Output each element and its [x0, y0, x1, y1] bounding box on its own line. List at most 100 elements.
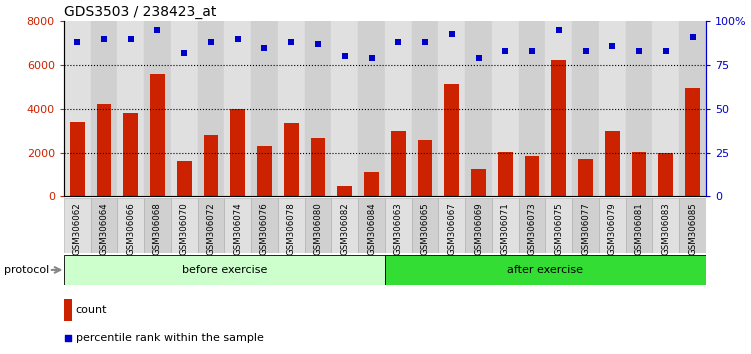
Point	[553, 27, 565, 33]
Bar	[498, 152, 513, 196]
Point	[606, 43, 618, 48]
Point	[98, 36, 110, 42]
Text: GSM306072: GSM306072	[207, 202, 216, 255]
Text: GSM306085: GSM306085	[688, 202, 697, 255]
Bar	[545, 198, 572, 253]
Text: GSM306063: GSM306063	[394, 202, 403, 255]
Bar	[251, 21, 278, 196]
Bar	[364, 172, 379, 196]
Point	[312, 41, 324, 47]
Bar	[251, 198, 278, 253]
Text: GSM306067: GSM306067	[448, 202, 457, 255]
Bar	[439, 198, 465, 253]
Bar	[659, 153, 673, 196]
Bar	[311, 138, 325, 196]
Text: GSM306064: GSM306064	[99, 202, 108, 255]
Bar	[653, 198, 679, 253]
Bar	[331, 198, 358, 253]
Bar	[412, 21, 439, 196]
Bar	[198, 198, 225, 253]
Bar	[117, 21, 144, 196]
Bar	[144, 21, 170, 196]
Point	[526, 48, 538, 54]
Bar	[70, 122, 85, 196]
Bar	[385, 255, 706, 285]
Text: GSM306083: GSM306083	[662, 202, 671, 255]
Bar	[64, 299, 72, 321]
Text: GSM306077: GSM306077	[581, 202, 590, 255]
Bar	[599, 198, 626, 253]
Bar	[439, 21, 465, 196]
Bar	[123, 113, 138, 196]
Point	[71, 39, 83, 45]
Bar	[572, 198, 599, 253]
Bar	[605, 131, 620, 196]
Text: GSM306073: GSM306073	[527, 202, 536, 255]
Bar	[519, 198, 545, 253]
Bar	[278, 198, 305, 253]
Bar	[685, 88, 700, 196]
Text: GSM306062: GSM306062	[73, 202, 82, 255]
Bar	[626, 198, 653, 253]
Bar	[545, 21, 572, 196]
Bar	[91, 21, 117, 196]
Bar	[492, 198, 519, 253]
Text: GSM306078: GSM306078	[287, 202, 296, 255]
Bar	[525, 156, 539, 196]
Bar	[492, 21, 519, 196]
Point	[178, 50, 190, 56]
Text: protocol: protocol	[4, 265, 49, 275]
Bar	[91, 198, 117, 253]
Point	[339, 53, 351, 59]
Text: GSM306066: GSM306066	[126, 202, 135, 255]
Bar	[465, 198, 492, 253]
Text: GSM306065: GSM306065	[421, 202, 430, 255]
Point	[633, 48, 645, 54]
Bar	[385, 198, 412, 253]
Bar	[626, 21, 653, 196]
Bar	[198, 21, 225, 196]
Bar	[171, 198, 198, 253]
Bar	[117, 198, 144, 253]
Point	[232, 36, 244, 42]
Bar	[305, 21, 331, 196]
Bar	[385, 21, 412, 196]
Bar	[331, 21, 358, 196]
Text: GSM306076: GSM306076	[260, 202, 269, 255]
Text: GSM306079: GSM306079	[608, 202, 617, 255]
Bar	[97, 104, 111, 196]
Point	[660, 48, 672, 54]
Bar	[231, 109, 245, 196]
Point	[472, 55, 484, 61]
Text: GSM306074: GSM306074	[234, 202, 243, 255]
Text: GSM306069: GSM306069	[474, 202, 483, 255]
Point	[62, 335, 74, 341]
Bar	[551, 59, 566, 196]
Text: percentile rank within the sample: percentile rank within the sample	[76, 333, 264, 343]
Point	[419, 39, 431, 45]
Bar	[177, 161, 192, 196]
Bar	[64, 255, 385, 285]
Point	[392, 39, 404, 45]
Point	[258, 45, 270, 50]
Text: GSM306082: GSM306082	[340, 202, 349, 255]
Text: GSM306084: GSM306084	[367, 202, 376, 255]
Bar	[418, 139, 433, 196]
Bar	[225, 21, 251, 196]
Text: GSM306071: GSM306071	[501, 202, 510, 255]
Bar	[171, 21, 198, 196]
Point	[446, 31, 458, 36]
Text: GSM306081: GSM306081	[635, 202, 644, 255]
Bar	[278, 21, 305, 196]
Text: GSM306068: GSM306068	[153, 202, 162, 255]
Point	[366, 55, 378, 61]
Text: after exercise: after exercise	[508, 265, 584, 275]
Bar	[204, 135, 219, 196]
Bar	[679, 21, 706, 196]
Text: GSM306075: GSM306075	[554, 202, 563, 255]
Point	[152, 27, 164, 33]
Text: GSM306070: GSM306070	[179, 202, 189, 255]
Point	[686, 34, 698, 40]
Bar	[64, 21, 91, 196]
Bar	[653, 21, 679, 196]
